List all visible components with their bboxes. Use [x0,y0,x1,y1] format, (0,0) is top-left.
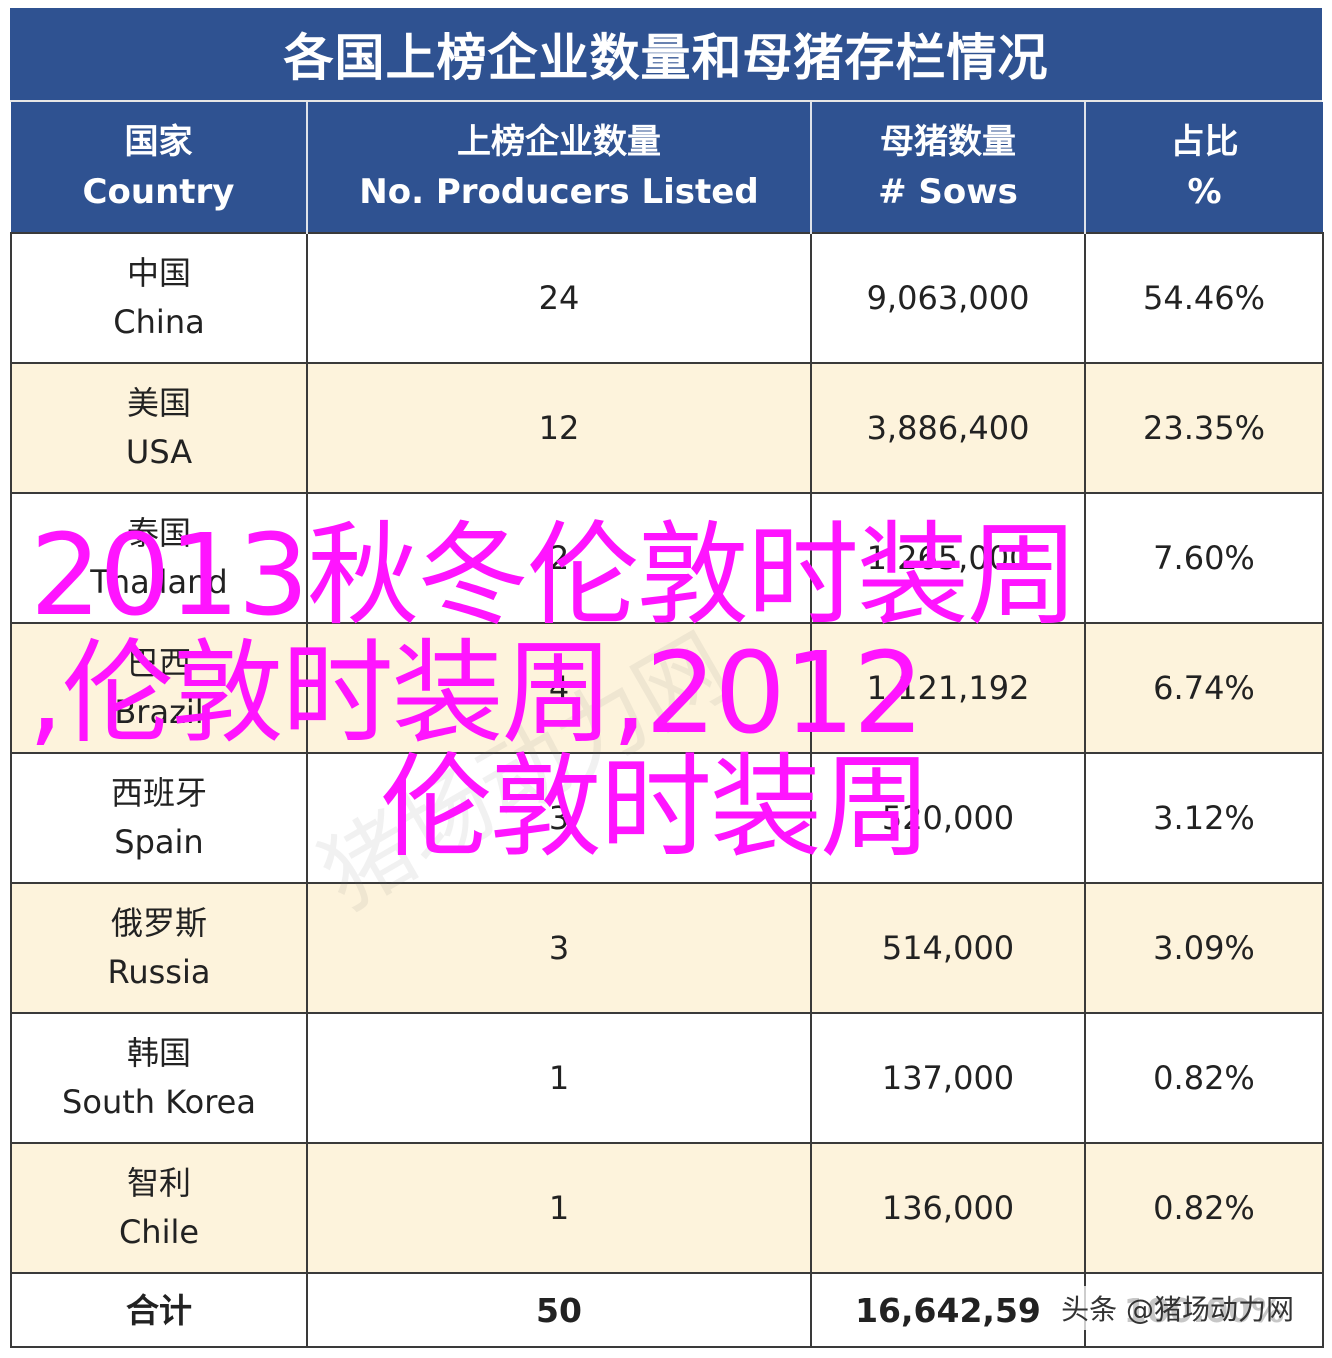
country-en: South Korea [62,1083,256,1121]
sows-cell: 3,886,400 [810,362,1086,494]
sows-cell: 1,265,000 [810,492,1086,624]
country-en: USA [125,433,193,471]
pct-cell: 0.82% [1084,1142,1324,1274]
header-row: 国家 Country 上榜企业数量 No. Producers Listed 母… [11,102,1323,233]
table-row: 巴西 Brazil 4 1,121,192 6.74% [10,622,1324,754]
table-row: 中国 China 24 9,063,000 54.46% [10,232,1324,364]
producers-cell: 2 [306,492,812,624]
country-zh: 智利 [126,1164,191,1202]
producers-cell: 3 [306,752,812,884]
header-pct-en: % [1187,172,1222,212]
table-row: 泰国 Thailand 2 1,265,000 7.60% [10,492,1324,624]
sows-cell: 137,000 [810,1012,1086,1144]
country-en: Spain [114,823,204,861]
header-sows-zh: 母猪数量 [880,122,1016,162]
header-producers-zh: 上榜企业数量 [457,122,661,162]
producers-cell: 3 [306,882,812,1014]
country-cell: 智利 Chile [10,1142,308,1274]
header-sows-en: # Sows [878,172,1018,212]
country-zh: 西班牙 [110,774,207,812]
header-sows: 母猪数量 # Sows [810,102,1085,233]
pct-cell: 23.35% [1084,362,1324,494]
header-producers: 上榜企业数量 No. Producers Listed [306,102,811,233]
table-row: 韩国 South Korea 1 137,000 0.82% [10,1012,1324,1144]
pct-cell: 0.82% [1084,1012,1324,1144]
producers-cell: 1 [306,1142,812,1274]
producers-cell: 24 [306,232,812,364]
country-cell: 韩国 South Korea [10,1012,308,1144]
total-label: 合计 [10,1272,308,1348]
table-row: 西班牙 Spain 3 520,000 3.12% [10,752,1324,884]
pct-cell: 54.46% [1084,232,1324,364]
header-pct: 占比 % [1084,102,1323,233]
country-en: China [113,303,205,341]
sows-cell: 136,000 [810,1142,1086,1274]
country-zh: 美国 [126,384,191,422]
table-row: 智利 Chile 1 136,000 0.82% [10,1142,1324,1274]
header-country: 国家 Country [11,102,307,233]
table-title: 各国上榜企业数量和母猪存栏情况 [10,8,1322,102]
country-zh: 泰国 [126,514,191,552]
data-sheet: 各国上榜企业数量和母猪存栏情况 国家 Country 上榜企业数量 No. Pr… [10,8,1324,1348]
country-zh: 俄罗斯 [110,904,207,942]
sows-cell: 514,000 [810,882,1086,1014]
header-producers-en: No. Producers Listed [359,172,759,212]
sows-cell: 1,121,192 [810,622,1086,754]
country-en: Russia [107,953,211,991]
pct-cell: 3.12% [1084,752,1324,884]
table-row: 美国 USA 12 3,886,400 23.35% [10,362,1324,494]
country-cell: 西班牙 Spain [10,752,308,884]
header-country-en: Country [82,172,235,212]
country-zh: 中国 [126,254,191,292]
table-row: 俄罗斯 Russia 3 514,000 3.09% [10,882,1324,1014]
country-cell: 中国 China [10,232,308,364]
sows-cell: 9,063,000 [810,232,1086,364]
country-en: Brazil [114,693,204,731]
producers-cell: 4 [306,622,812,754]
total-row: 合计 50 16,642,59 100.00% [10,1272,1324,1348]
pct-cell: 3.09% [1084,882,1324,1014]
producers-cell: 12 [306,362,812,494]
producers-table: 国家 Country 上榜企业数量 No. Producers Listed 母… [10,102,1324,1348]
total-producers: 50 [306,1272,812,1348]
country-zh: 巴西 [126,644,191,682]
country-en: Thailand [90,563,228,601]
sows-cell: 520,000 [810,752,1086,884]
producers-cell: 1 [306,1012,812,1144]
country-cell: 泰国 Thailand [10,492,308,624]
header-country-zh: 国家 [124,122,193,162]
pct-cell: 6.74% [1084,622,1324,754]
country-en: Chile [118,1213,200,1251]
country-cell: 巴西 Brazil [10,622,308,754]
total-pct: 100.00% [1084,1272,1324,1348]
header-pct-zh: 占比 [1170,122,1239,162]
pct-cell: 7.60% [1084,492,1324,624]
country-cell: 美国 USA [10,362,308,494]
country-cell: 俄罗斯 Russia [10,882,308,1014]
total-sows: 16,642,59 [810,1272,1086,1348]
country-zh: 韩国 [126,1034,191,1072]
